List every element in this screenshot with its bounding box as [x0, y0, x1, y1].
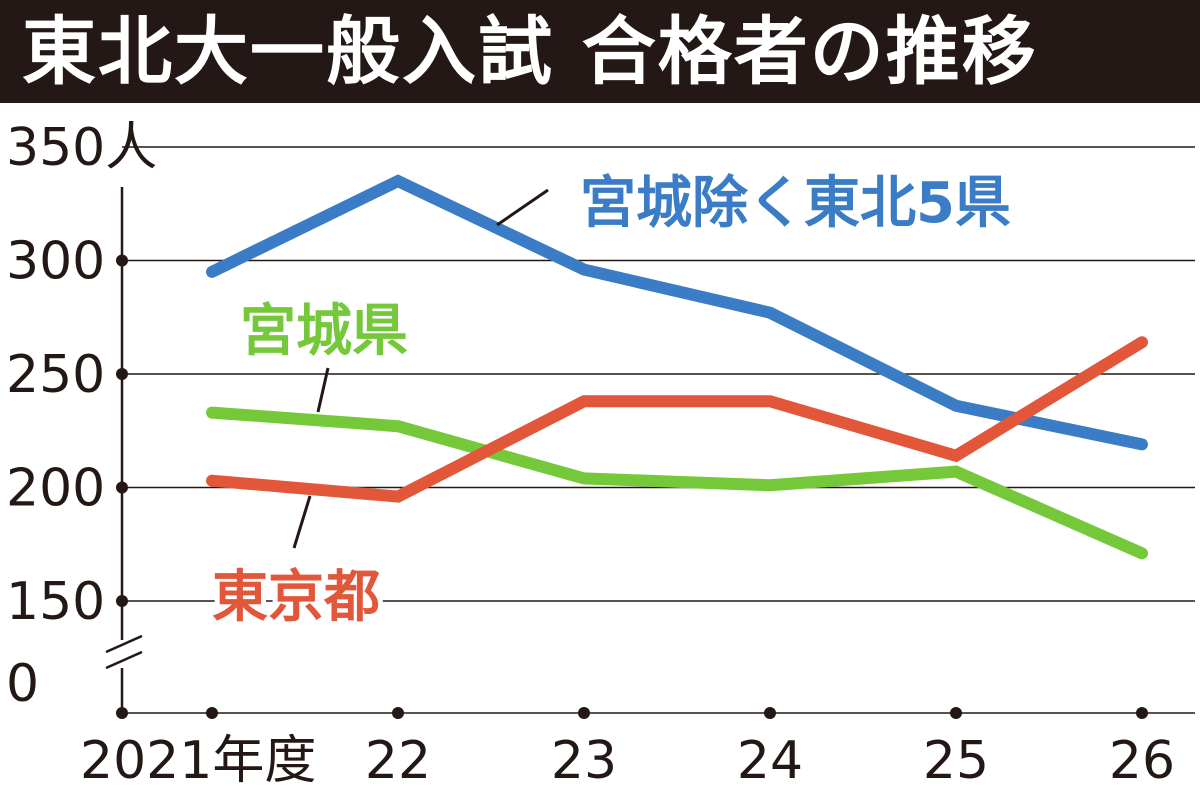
x-tick-dot	[206, 707, 218, 719]
series-label-halo: 宮城県	[240, 299, 408, 364]
x-tick-label: 26	[1109, 731, 1175, 790]
y-tick-label: 300	[6, 232, 105, 292]
y-tick-dot	[116, 595, 128, 607]
y-tick-dot	[116, 254, 128, 267]
y-tick-dot	[116, 707, 128, 719]
series-line	[206, 174, 1148, 451]
y-tick-dot	[116, 368, 128, 380]
y-tick-label: 0	[6, 654, 39, 714]
series-label-leader	[316, 367, 330, 413]
x-tick-label: 25	[923, 731, 989, 790]
x-tick-dot	[950, 707, 962, 719]
x-tick-dot	[764, 707, 776, 719]
x-tick-label: 23	[551, 731, 617, 790]
series-label: 東京都	[212, 565, 380, 630]
x-tick-dot	[578, 707, 590, 719]
y-tick-label: 250	[6, 345, 105, 405]
axis-break-mark	[105, 650, 143, 670]
title-bar: 東北大一般入試 合格者の推移	[0, 0, 1200, 103]
series-label-leader	[496, 188, 549, 227]
x-tick-label: 22	[365, 731, 431, 790]
y-tick-label: 350人	[6, 118, 157, 178]
x-tick-label: 24	[737, 731, 803, 790]
chart-title: 東北大一般入試 合格者の推移	[22, 9, 1038, 95]
y-tick-label: 200	[6, 459, 105, 519]
x-tick-dot	[1136, 707, 1148, 719]
x-tick-label: 2021年度	[80, 731, 316, 790]
series-label-halo: 東京都	[212, 565, 380, 630]
y-tick-dot	[116, 481, 128, 494]
series-line	[206, 336, 1148, 503]
series-label-halo: 宮城除く東北5県	[580, 171, 1011, 236]
series-label: 宮城県	[240, 299, 408, 364]
axis-break-mark	[105, 634, 143, 654]
series-line	[206, 406, 1148, 560]
series-label: 宮城除く東北5県	[580, 171, 1011, 236]
x-tick-dot	[392, 707, 404, 719]
y-tick-label: 150	[6, 572, 105, 632]
series-label-leader	[292, 495, 312, 549]
